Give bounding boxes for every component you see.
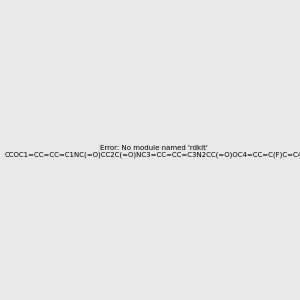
Text: Error: No module named 'rdkit'
CCOC1=CC=CC=C1NC(=O)CC2C(=O)NC3=CC=CC=C3N2CC(=O)O: Error: No module named 'rdkit' CCOC1=CC=…	[5, 145, 300, 158]
